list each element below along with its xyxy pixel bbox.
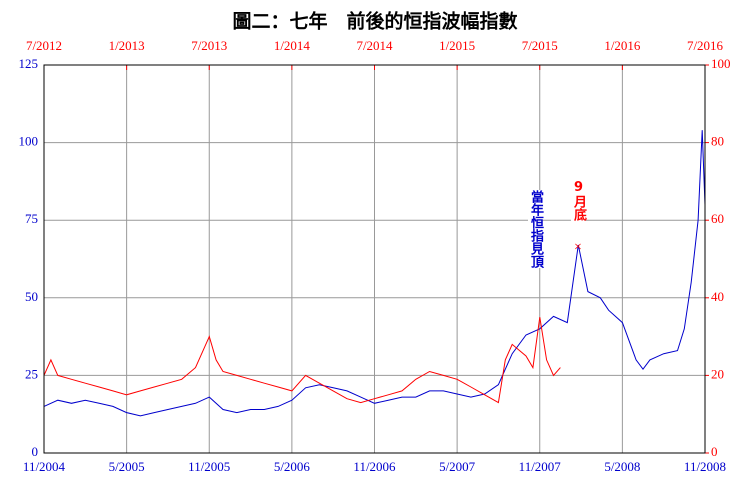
x2-tick-label: 7/2012 (26, 38, 62, 53)
chart-title: 圖二：七年 前後的恒指波幅指數 (232, 10, 517, 33)
x2-tick-label: 7/2015 (522, 38, 558, 53)
x-tick-label: 11/2005 (188, 459, 230, 474)
x-tick-label: 5/2008 (604, 459, 640, 474)
y-tick-label: 50 (25, 289, 38, 304)
plot-frame (43, 64, 706, 454)
y2-tick-label: 40 (711, 289, 724, 304)
y2-tick-label: 100 (711, 56, 731, 71)
x2-tick-label: 1/2015 (439, 38, 475, 53)
annotation: 當年恒指見頂 (528, 190, 543, 268)
y-tick-label: 75 (25, 211, 38, 226)
y2-tick-label: 60 (711, 211, 724, 226)
x-tick-label: 5/2007 (439, 459, 476, 474)
y2-tick-label: 0 (711, 444, 718, 459)
x2-tick-label: 1/2016 (604, 38, 641, 53)
x2-tick-label: 7/2014 (356, 38, 393, 53)
x-tick-label: 11/2008 (684, 459, 726, 474)
x-tick-label: 11/2007 (519, 459, 562, 474)
x2-tick-label: 7/2016 (687, 38, 724, 53)
x2-tick-label: 7/2013 (191, 38, 227, 53)
x-tick-label: 5/2006 (274, 459, 311, 474)
y-tick-label: 125 (19, 56, 39, 71)
data-line (43, 130, 706, 417)
x-tick-label: 11/2004 (23, 459, 66, 474)
data-line (43, 317, 561, 404)
x-tick-label: 5/2005 (109, 459, 145, 474)
y-tick-label: 100 (19, 134, 39, 149)
y-tick-label: 25 (25, 366, 38, 381)
x2-tick-label: 1/2013 (109, 38, 145, 53)
y2-tick-label: 20 (711, 366, 724, 381)
x2-tick-label: 1/2014 (274, 38, 311, 53)
x-tick-label: 11/2006 (353, 459, 396, 474)
y2-tick-label: 80 (711, 134, 724, 149)
y-tick-label: 0 (32, 444, 39, 459)
annotation: 9月底 (571, 180, 586, 221)
marker: × (574, 240, 582, 255)
